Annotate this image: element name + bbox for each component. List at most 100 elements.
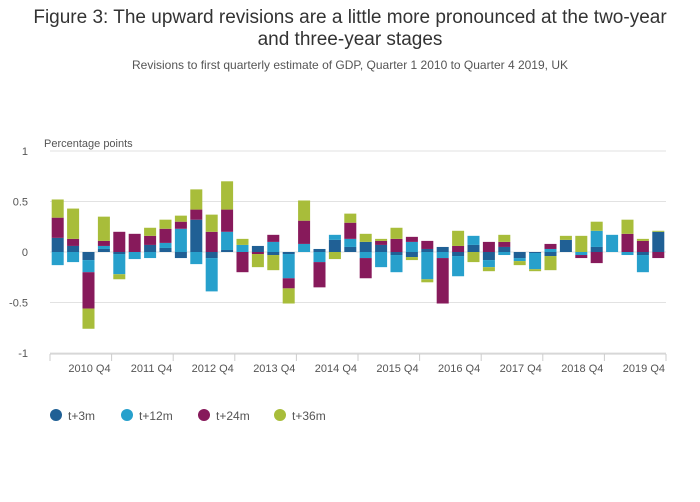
legend-label-t-plus-24m: t+24m bbox=[216, 409, 250, 423]
bar-t-plus-3m-2017-Q3 bbox=[513, 252, 526, 259]
bar-t-plus-12m-2015-Q2 bbox=[375, 252, 388, 268]
bar-t-plus-12m-2015-Q1 bbox=[359, 252, 372, 259]
bar-t-plus-24m-2011-Q4 bbox=[159, 228, 172, 243]
bar-t-plus-36m-2011-Q3 bbox=[144, 227, 157, 236]
x-tick-label: 2012 Q4 bbox=[192, 363, 234, 375]
bar-t-plus-12m-2012-Q2 bbox=[190, 252, 203, 265]
bar-t-plus-3m-2018-Q1 bbox=[544, 252, 557, 257]
bar-t-plus-24m-2018-Q1 bbox=[544, 243, 557, 249]
bar-t-plus-12m-2010-Q3 bbox=[82, 260, 95, 273]
bar-t-plus-24m-2015-Q3 bbox=[390, 238, 403, 252]
bar-t-plus-24m-2017-Q1 bbox=[482, 241, 495, 252]
bar-t-plus-12m-2013-Q1 bbox=[236, 244, 249, 252]
bar-t-plus-24m-2018-Q4 bbox=[590, 252, 603, 264]
bar-t-plus-12m-2012-Q1 bbox=[174, 228, 187, 252]
bar-t-plus-24m-2014-Q1 bbox=[298, 220, 311, 244]
bar-t-plus-24m-2016-Q1 bbox=[421, 240, 434, 249]
y-axis-ticks: 1 0.5 0 -0.5 -1 bbox=[9, 146, 28, 360]
bar-t-plus-36m-2015-Q4 bbox=[405, 257, 418, 261]
bar-t-plus-3m-2010-Q4 bbox=[97, 248, 110, 252]
bar-t-plus-3m-2012-Q1 bbox=[174, 252, 187, 259]
bar-t-plus-36m-2016-Q4 bbox=[467, 252, 480, 263]
y-axis-label: Percentage points bbox=[44, 138, 133, 150]
bar-t-plus-24m-2010-Q3 bbox=[82, 272, 95, 309]
bar-t-plus-36m-2015-Q2 bbox=[375, 238, 388, 241]
y-tick-label: -0.5 bbox=[9, 298, 28, 310]
bar-t-plus-36m-2012-Q4 bbox=[221, 181, 234, 210]
gridlines bbox=[50, 150, 666, 354]
x-axis: 2010 Q4 2011 Q4 2012 Q4 2013 Q4 2014 Q4 2015 … bbox=[49, 353, 667, 375]
bar-t-plus-36m-2013-Q4 bbox=[282, 288, 295, 304]
bar-t-plus-3m-2013-Q2 bbox=[251, 245, 264, 252]
bar-t-plus-12m-2012-Q4 bbox=[221, 231, 234, 250]
legend-label-t-plus-36m: t+36m bbox=[292, 409, 326, 423]
bar-t-plus-12m-2014-Q4 bbox=[344, 238, 357, 247]
bar-t-plus-24m-2012-Q2 bbox=[190, 209, 203, 220]
x-tick-label: 2014 Q4 bbox=[315, 363, 357, 375]
bar-t-plus-24m-2013-Q1 bbox=[236, 252, 249, 273]
bar-t-plus-36m-2019-Q4 bbox=[652, 230, 665, 232]
bar-t-plus-12m-2014-Q2 bbox=[313, 252, 326, 263]
chart-subtitle: Revisions to first quarterly estimate of… bbox=[132, 58, 568, 72]
bar-t-plus-3m-2013-Q3 bbox=[267, 252, 280, 256]
bar-t-plus-3m-2012-Q2 bbox=[190, 219, 203, 252]
x-tick-label: 2017 Q4 bbox=[500, 363, 542, 375]
bar-t-plus-3m-2013-Q4 bbox=[282, 252, 295, 255]
bar-t-plus-24m-2019-Q2 bbox=[621, 233, 634, 252]
bar-t-plus-36m-2011-Q4 bbox=[159, 219, 172, 229]
chart-title-line-2: and three-year stages bbox=[258, 29, 443, 50]
bar-t-plus-36m-2013-Q1 bbox=[236, 238, 249, 245]
y-tick-label: 0 bbox=[22, 247, 28, 259]
x-tick-label: 2011 Q4 bbox=[131, 363, 172, 375]
bar-t-plus-36m-2016-Q3 bbox=[452, 230, 465, 246]
bar-t-plus-24m-2013-Q2 bbox=[251, 252, 264, 255]
bar-t-plus-12m-2014-Q3 bbox=[328, 234, 341, 240]
bar-t-plus-24m-2016-Q3 bbox=[452, 245, 465, 252]
bar-t-plus-24m-2017-Q2 bbox=[498, 241, 511, 247]
bar-t-plus-12m-2015-Q3 bbox=[390, 255, 403, 273]
bar-t-plus-24m-2015-Q1 bbox=[359, 258, 372, 279]
bar-t-plus-12m-2019-Q3 bbox=[636, 255, 649, 273]
bar-t-plus-12m-2010-Q4 bbox=[97, 245, 110, 249]
x-tick-label: 2019 Q4 bbox=[623, 363, 665, 375]
bar-t-plus-3m-2016-Q3 bbox=[452, 252, 465, 257]
bar-t-plus-36m-2012-Q3 bbox=[205, 214, 218, 232]
bar-t-plus-12m-2016-Q1 bbox=[421, 252, 434, 280]
x-tick-label: 2018 Q4 bbox=[561, 363, 603, 375]
bar-t-plus-12m-2010-Q2 bbox=[67, 252, 80, 263]
y-tick-label: -1 bbox=[18, 348, 28, 360]
bar-t-plus-12m-2017-Q2 bbox=[498, 252, 511, 256]
legend-label-t-plus-3m: t+3m bbox=[68, 409, 95, 423]
bar-t-plus-12m-2015-Q4 bbox=[405, 241, 418, 252]
bar-t-plus-36m-2011-Q1 bbox=[113, 274, 126, 280]
bar-t-plus-12m-2019-Q1 bbox=[606, 234, 619, 252]
bar-t-plus-36m-2010-Q4 bbox=[97, 216, 110, 241]
bar-t-plus-24m-2011-Q1 bbox=[113, 231, 126, 252]
bar-t-plus-36m-2018-Q1 bbox=[544, 256, 557, 271]
bar-t-plus-3m-2015-Q2 bbox=[375, 244, 388, 252]
bar-t-plus-12m-2014-Q1 bbox=[298, 243, 311, 252]
bar-t-plus-36m-2018-Q2 bbox=[559, 235, 572, 240]
bar-t-plus-36m-2012-Q1 bbox=[174, 215, 187, 222]
bar-t-plus-12m-2011-Q4 bbox=[159, 242, 172, 248]
bar-t-plus-24m-2019-Q4 bbox=[652, 252, 665, 259]
bar-t-plus-36m-2017-Q3 bbox=[513, 261, 526, 266]
bar-t-plus-12m-2016-Q2 bbox=[436, 252, 449, 259]
bar-t-plus-3m-2015-Q1 bbox=[359, 241, 372, 252]
bar-t-plus-36m-2019-Q3 bbox=[636, 238, 649, 241]
bar-t-plus-3m-2017-Q4 bbox=[529, 252, 542, 254]
bar-t-plus-3m-2010-Q1 bbox=[51, 237, 64, 252]
bar-t-plus-24m-2010-Q4 bbox=[97, 240, 110, 246]
bar-t-plus-12m-2017-Q4 bbox=[529, 253, 542, 270]
bar-t-plus-24m-2011-Q3 bbox=[144, 235, 157, 245]
x-tick-label: 2015 Q4 bbox=[376, 363, 418, 375]
bar-t-plus-36m-2010-Q1 bbox=[51, 199, 64, 218]
bar-t-plus-3m-2015-Q4 bbox=[405, 252, 418, 258]
bar-t-plus-3m-2016-Q2 bbox=[436, 246, 449, 252]
bar-t-plus-3m-2014-Q2 bbox=[313, 248, 326, 252]
bar-t-plus-36m-2015-Q3 bbox=[390, 227, 403, 239]
bar-t-plus-3m-2010-Q2 bbox=[67, 245, 80, 252]
bar-t-plus-24m-2012-Q1 bbox=[174, 221, 187, 229]
bar-t-plus-36m-2016-Q1 bbox=[421, 279, 434, 283]
bar-t-plus-3m-2019-Q4 bbox=[652, 231, 665, 252]
